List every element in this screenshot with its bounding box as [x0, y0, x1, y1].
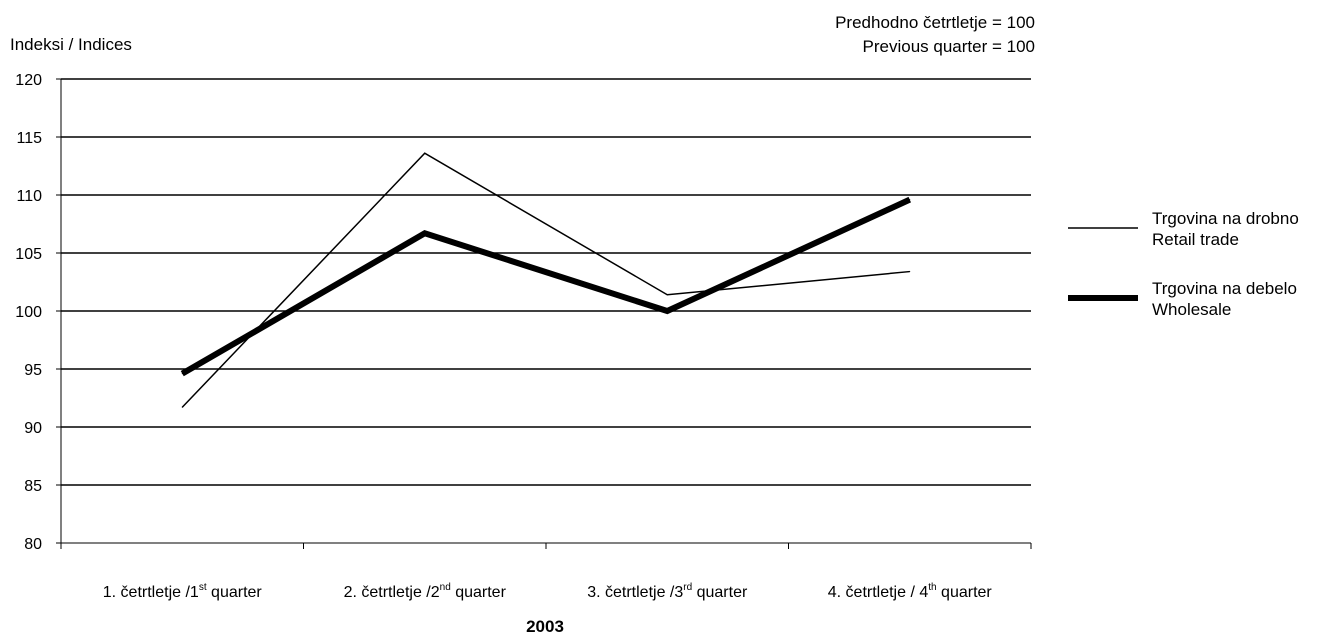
- y-tick-label: 120: [15, 72, 42, 89]
- x-category-text: quarter: [692, 584, 748, 601]
- x-category-text: 3. četrtletje /3: [587, 584, 683, 601]
- series-lines: [180, 152, 912, 408]
- legend-label: Wholesale: [1152, 300, 1231, 319]
- x-category-superscript: nd: [440, 582, 451, 593]
- data-point: [909, 271, 911, 273]
- x-category-text: quarter: [451, 584, 507, 601]
- y-tick-label: 80: [24, 536, 42, 553]
- y-tick-label: 95: [24, 362, 42, 379]
- y-tick-label: 85: [24, 478, 42, 495]
- series-line-1: [181, 152, 910, 408]
- y-axis-title: Indeksi / Indices: [10, 35, 132, 54]
- x-category-label: 3. četrtletje /3rd quarter: [587, 582, 748, 601]
- x-category-label: 4. četrtletje / 4th quarter: [828, 582, 993, 601]
- x-category-superscript: st: [199, 582, 207, 593]
- data-point: [424, 232, 426, 234]
- x-category-text: 1. četrtletje /1: [103, 584, 199, 601]
- x-category-text: 2. četrtletje /2: [344, 584, 440, 601]
- y-tick-label: 100: [15, 304, 42, 321]
- data-point: [909, 199, 911, 201]
- data-point: [181, 406, 183, 408]
- data-point: [181, 373, 183, 375]
- x-category-superscript: th: [928, 582, 936, 593]
- legend-label: Trgovina na debelo: [1152, 279, 1297, 298]
- legend-label: Retail trade: [1152, 230, 1239, 249]
- legend: Trgovina na drobno Retail trade Trgovina n…: [1068, 209, 1299, 319]
- x-axis-title: 2003: [526, 617, 564, 636]
- gridlines: [61, 78, 1031, 486]
- x-category-superscript: rd: [683, 582, 692, 593]
- data-point: [666, 294, 668, 296]
- x-axis-categories: 1. četrtletje /1st quarter 2. četrtletje …: [103, 582, 993, 601]
- y-tick-label: 115: [16, 130, 42, 147]
- legend-label: Trgovina na drobno: [1152, 209, 1299, 228]
- y-axis-ticks: 80 85 90 95 100 105 110 115 120: [15, 72, 42, 553]
- y-tick-label: 110: [16, 188, 42, 205]
- x-category-text: quarter: [207, 584, 263, 601]
- axes: [56, 78, 1032, 549]
- series-line-2: [180, 196, 912, 377]
- x-category-label: 1. četrtletje /1st quarter: [103, 582, 263, 601]
- data-point: [666, 310, 668, 312]
- x-category-text: 4. četrtletje / 4: [828, 584, 929, 601]
- index-note-line1: Predhodno četrtletje = 100: [835, 13, 1035, 32]
- data-point: [424, 152, 426, 154]
- y-tick-label: 105: [15, 246, 42, 263]
- index-note-line2: Previous quarter = 100: [863, 37, 1035, 56]
- x-category-text: quarter: [937, 584, 993, 601]
- x-category-label: 2. četrtletje /2nd quarter: [344, 582, 507, 601]
- y-tick-label: 90: [24, 420, 42, 437]
